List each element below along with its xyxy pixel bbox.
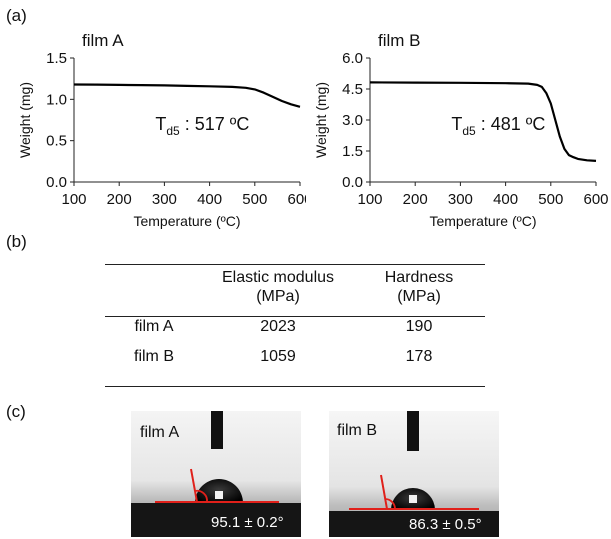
row-label: film A: [134, 318, 174, 335]
y-tick-label: 1.5: [46, 50, 67, 67]
x-tick-label: 600: [583, 191, 608, 208]
y-tick-label: 3.0: [342, 112, 363, 129]
td5-value: : 481 ºC: [476, 114, 546, 134]
header-line2: (MPa): [256, 288, 300, 305]
contact-angle-value: 86.3 ± 0.5°: [409, 516, 482, 533]
x-tick-label: 100: [61, 191, 86, 208]
table-mid-rule: [105, 316, 485, 318]
table-row: film B 1059 178: [105, 342, 485, 372]
y-tick-label: 0.0: [46, 174, 67, 191]
panel-label-c: (c): [6, 402, 26, 421]
x-axis-label: Temperature (ºC): [429, 213, 536, 229]
x-tick-label: 200: [403, 191, 428, 208]
x-axis-label: Temperature (ºC): [133, 213, 240, 229]
td5-subscript: d5: [462, 124, 476, 138]
y-tick-label: 1.0: [46, 91, 67, 108]
table-top-rule: [105, 264, 485, 266]
hardness-value: 190: [405, 318, 433, 335]
table-row: film A 2023 190: [105, 312, 485, 342]
y-axis-label: Weight (mg): [17, 82, 33, 158]
x-tick-label: 600: [287, 191, 306, 208]
td5-annotation: Td5 : 481 ºC: [451, 114, 545, 138]
mechanical-properties-table: Elastic modulus (MPa) Hardness (MPa) fil…: [105, 264, 485, 372]
contact-angle-photo-film-b: film B 86.3 ± 0.5°: [329, 411, 499, 537]
contact-angle-value: 95.1 ± 0.2°: [211, 514, 284, 531]
table-header-hardness: Hardness (MPa): [353, 264, 485, 312]
x-tick-label: 400: [197, 191, 222, 208]
td5-value: : 517 ºC: [180, 114, 250, 134]
y-tick-label: 0.0: [342, 174, 363, 191]
chart-title: film B: [378, 31, 421, 50]
droplet-image-film-a: [131, 411, 301, 537]
y-tick-label: 0.5: [46, 133, 67, 150]
panel-label-b: (b): [6, 232, 27, 251]
panel-label-a: (a): [6, 6, 27, 25]
table-header-row: Elastic modulus (MPa) Hardness (MPa): [105, 264, 485, 312]
x-tick-label: 500: [538, 191, 563, 208]
x-tick-label: 300: [448, 191, 473, 208]
tga-chart-film-a: film A 0.0 0.5 1.0 1.5 100 200 300 400 500 600 Temp…: [17, 31, 306, 229]
chart-title: film A: [82, 31, 124, 50]
row-label: film B: [134, 348, 174, 365]
photo-label: film A: [140, 424, 180, 441]
droplet-image-film-b: [329, 411, 499, 537]
series-line: [369, 81, 597, 162]
header-line1: Hardness: [384, 269, 454, 286]
elastic-modulus-value: 1059: [260, 348, 296, 365]
hardness-value: 178: [405, 348, 433, 365]
series-line: [73, 83, 301, 108]
y-tick-label: 6.0: [342, 50, 363, 67]
td5-symbol: T: [451, 114, 462, 134]
contact-angle-photo-film-a: film A 95.1 ± 0.2°: [131, 411, 301, 537]
photo-label: film B: [337, 422, 377, 439]
x-tick-label: 400: [493, 191, 518, 208]
td5-annotation: Td5 : 517 ºC: [155, 114, 249, 138]
x-tick-label: 500: [242, 191, 267, 208]
elastic-modulus-value: 2023: [260, 318, 296, 335]
x-tick-label: 300: [152, 191, 177, 208]
table-header-elastic-modulus: Elastic modulus (MPa): [203, 264, 353, 312]
y-axis-label: Weight (mg): [313, 82, 329, 158]
table-header-empty: [105, 264, 203, 312]
table-bottom-rule: [105, 386, 485, 388]
x-tick-label: 100: [357, 191, 382, 208]
td5-symbol: T: [155, 114, 166, 134]
y-tick-label: 1.5: [342, 143, 363, 160]
header-line1: Elastic modulus: [221, 269, 335, 286]
header-line2: (MPa): [397, 288, 441, 305]
td5-subscript: d5: [166, 124, 180, 138]
y-tick-label: 4.5: [342, 81, 363, 98]
x-tick-label: 200: [107, 191, 132, 208]
tga-chart-film-b: film B 0.0 1.5 3.0 4.5 6.0 100 200 300 400 500 600 T…: [313, 31, 609, 229]
